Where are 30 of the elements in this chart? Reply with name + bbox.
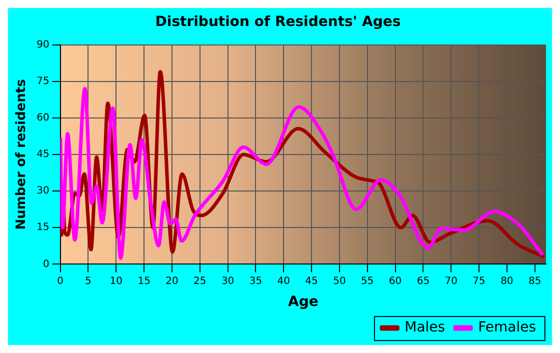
x-tick-label: 20 [166,276,178,287]
x-tick-label: 0 [57,276,64,287]
x-tick-label: 65 [416,276,430,287]
x-tick-label: 25 [194,276,206,287]
y-tick-label: 45 [36,149,50,160]
chart-title: Distribution of Residents' Ages [155,14,401,30]
x-tick-label: 15 [138,276,150,287]
legend-label: Males [404,320,446,336]
y-tick-label: 0 [42,258,50,270]
x-axis-title: Age [288,294,318,310]
y-tick-label: 30 [36,186,50,197]
x-tick-label: 80 [500,276,514,287]
x-tick-label: 10 [110,276,123,287]
x-tick-label: 5 [85,276,92,287]
x-tick-label: 70 [444,276,458,287]
y-tick-label: 15 [36,222,50,234]
y-tick-label: 60 [36,112,50,124]
x-tick-label: 50 [333,276,346,287]
y-axis-title: Number of residents [14,78,30,230]
x-tick-label: 35 [249,276,262,287]
y-tick-label: 75 [36,76,50,87]
x-tick-label: 75 [472,276,486,287]
x-tick-label: 40 [277,276,290,287]
legend-label: Females [478,320,536,336]
x-tick-label: 45 [305,276,318,287]
y-tick-label: 90 [36,39,50,50]
x-tick-label: 60 [388,276,402,287]
x-tick-label: 30 [221,276,234,287]
x-tick-label: 85 [528,276,542,287]
x-tick-label: 55 [360,276,374,287]
